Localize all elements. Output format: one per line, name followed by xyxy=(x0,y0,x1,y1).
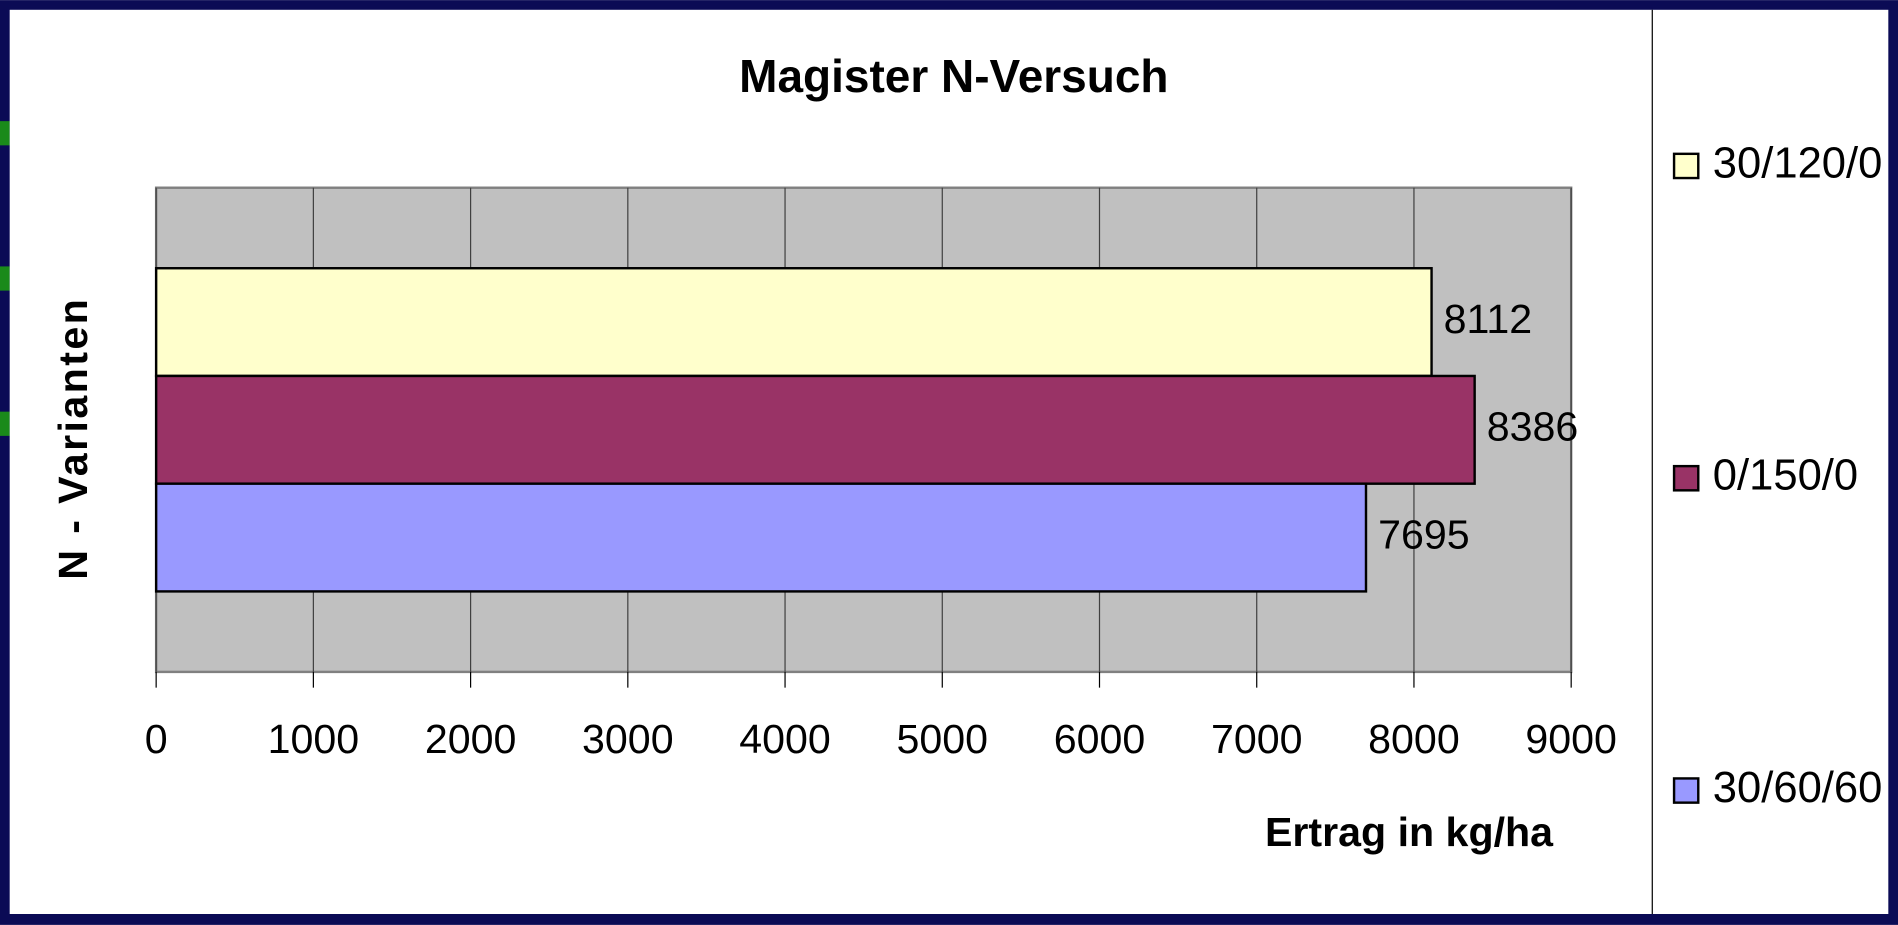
bar xyxy=(154,374,1476,485)
data-label: 8112 xyxy=(1444,296,1532,342)
x-tick-label: 8000 xyxy=(1368,716,1460,762)
x-tick-label: 7000 xyxy=(1211,716,1303,762)
chart-title: Magister N-Versuch xyxy=(739,50,1168,102)
legend-swatch xyxy=(1672,464,1700,492)
data-label: 7695 xyxy=(1378,511,1470,557)
x-tick-label: 5000 xyxy=(897,716,989,762)
x-axis-label: Ertrag in kg/ha xyxy=(1265,809,1554,855)
bar xyxy=(154,267,1433,378)
data-label: 8386 xyxy=(1487,404,1579,450)
decor xyxy=(0,121,10,146)
x-tick-label: 2000 xyxy=(425,716,517,762)
legend-label: 30/120/0 xyxy=(1713,139,1883,187)
y-axis-label: N - Varianten xyxy=(50,297,96,580)
legend-label: 0/150/0 xyxy=(1713,452,1858,500)
legend-swatch xyxy=(1672,777,1700,804)
x-tick-label: 9000 xyxy=(1525,716,1617,762)
x-tick-label: 3000 xyxy=(582,716,674,762)
x-tick-label: 6000 xyxy=(1054,716,1146,762)
decor xyxy=(0,411,10,436)
x-tick-label: 0 xyxy=(145,716,168,762)
x-tick-label: 1000 xyxy=(268,716,360,762)
legend-swatch xyxy=(1672,152,1700,180)
decor xyxy=(0,266,10,291)
x-tick-label: 4000 xyxy=(739,716,831,762)
legend-label: 30/60/60 xyxy=(1713,764,1883,812)
bar xyxy=(154,482,1368,593)
